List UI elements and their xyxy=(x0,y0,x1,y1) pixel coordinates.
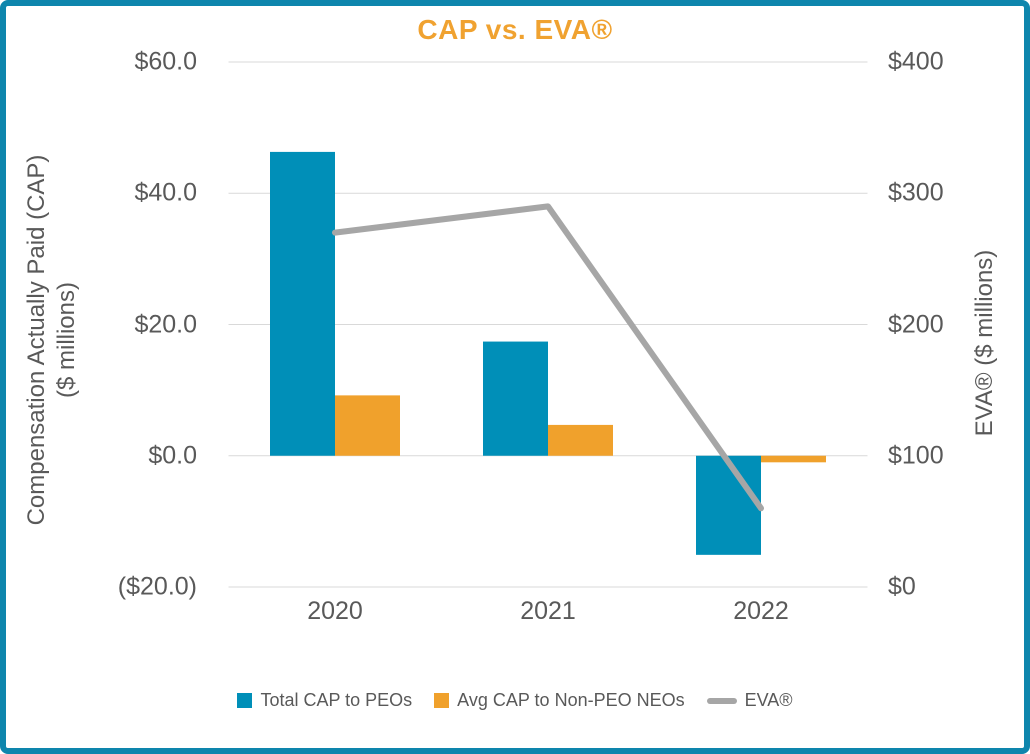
left-axis-tick: $40.0 xyxy=(134,178,197,207)
left-axis-tick: $60.0 xyxy=(134,47,197,76)
plot-area xyxy=(228,61,868,588)
legend-label: EVA® xyxy=(744,690,793,710)
left-axis-tick: $0.0 xyxy=(148,441,197,470)
x-axis-labels: 2020 2021 2022 xyxy=(6,597,1024,630)
bar-avg-cap-neo-2021 xyxy=(548,424,613,456)
x-axis-label: 2021 xyxy=(520,597,576,625)
legend: Total CAP to PEOs Avg CAP to Non-PEO NEOs… xyxy=(6,690,1024,711)
bar-total-cap-peo-2022 xyxy=(696,455,761,555)
left-axis-tick: ($20.0) xyxy=(117,572,197,601)
chart-title: CAP vs. EVA® xyxy=(417,14,613,45)
bar-total-cap-peo-2021 xyxy=(483,341,548,456)
bar-total-cap-peo-2020 xyxy=(270,151,335,456)
legend-item: Total CAP to PEOs xyxy=(237,690,412,711)
eva-line xyxy=(332,203,764,512)
right-axis-tick: $100 xyxy=(888,441,944,470)
x-axis-label: 2022 xyxy=(733,597,789,625)
right-axis-tick: $400 xyxy=(888,47,944,76)
right-axis-tick: $200 xyxy=(888,310,944,338)
legend-item: EVA® xyxy=(706,690,793,711)
bar-avg-cap-neo-2022 xyxy=(761,455,826,463)
legend-swatch-square-icon xyxy=(434,693,450,708)
legend-swatch-square-icon xyxy=(237,693,253,708)
right-axis-tick: $0 xyxy=(888,572,916,601)
left-axis-title-line1: Compensation Actually Paid (CAP) xyxy=(23,154,50,526)
left-axis-title-line2: ($ millions) xyxy=(53,282,80,399)
left-axis-tick: $20.0 xyxy=(134,310,197,338)
right-axis-title: EVA® ($ millions) xyxy=(971,249,998,437)
legend-label: Total CAP to PEOs xyxy=(260,690,413,710)
legend-swatch-line-icon xyxy=(706,697,737,704)
x-axis-label: 2020 xyxy=(307,597,363,625)
right-axis-tick: $300 xyxy=(888,178,944,207)
legend-label: Avg CAP to Non-PEO NEOs xyxy=(457,690,685,710)
legend-item: Avg CAP to Non-PEO NEOs xyxy=(434,690,685,711)
bar-avg-cap-neo-2020 xyxy=(335,395,400,456)
left-axis-title: Compensation Actually Paid (CAP) ($ mill… xyxy=(22,40,82,640)
